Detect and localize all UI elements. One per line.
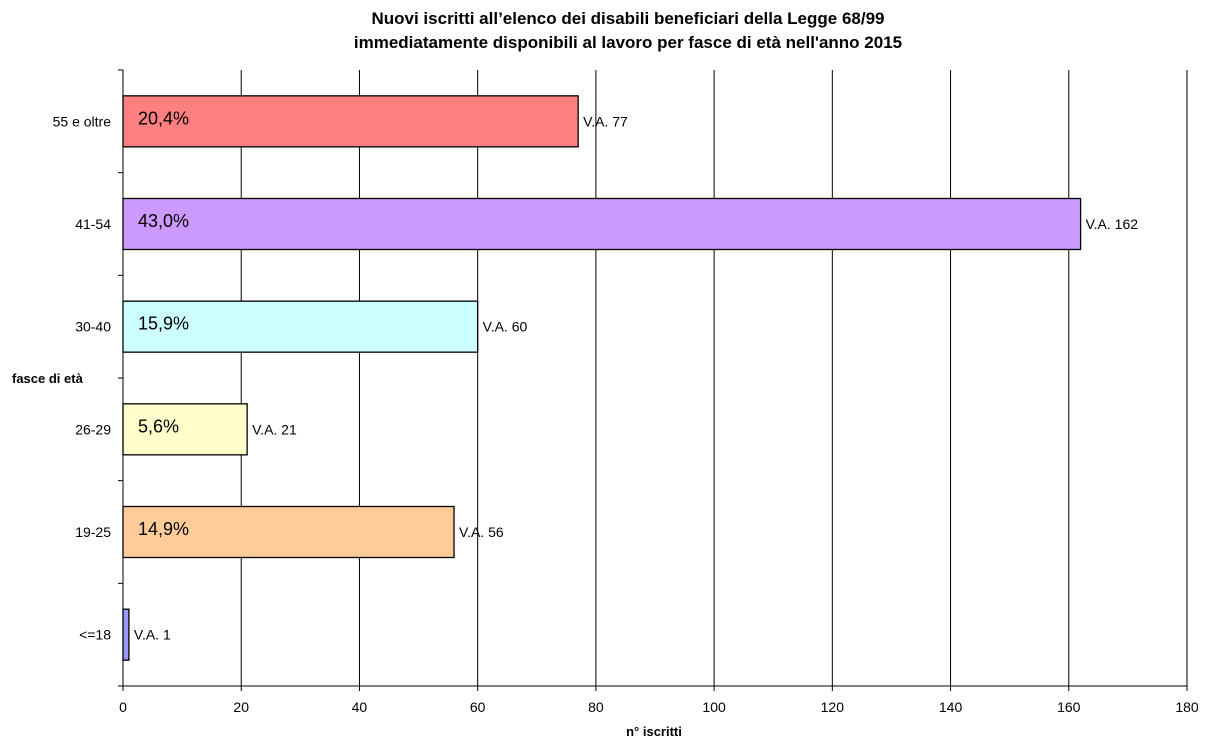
percent-label: 20,4% — [138, 108, 189, 128]
percent-label: 43,0% — [138, 211, 189, 231]
bar — [122, 300, 479, 353]
value-label: V.A. 21 — [252, 421, 297, 437]
y-category-labels: 55 e oltre 41-54 30-40 26-29 19-25 <=18 — [53, 113, 112, 642]
x-tick-label: 140 — [939, 699, 963, 715]
bar — [122, 608, 130, 661]
y-category-label: 19-25 — [75, 524, 111, 540]
bar — [122, 197, 1082, 251]
bars: 20,4% V.A. 77 43,0% V.A. 162 15,9% V.A. 60 5,6… — [122, 95, 1139, 661]
value-label: V.A. 60 — [483, 319, 528, 335]
chart-subtitle: immediatamente disponibili al lavoro per… — [354, 33, 902, 52]
y-category-label: 55 e oltre — [53, 113, 112, 129]
x-tick-label: 180 — [1175, 699, 1199, 715]
y-category-label: 41-54 — [75, 216, 111, 232]
value-label: V.A. 1 — [134, 627, 171, 643]
value-label: V.A. 162 — [1086, 216, 1139, 232]
x-tick-label: 80 — [588, 699, 604, 715]
percent-label: 5,6% — [138, 416, 179, 436]
x-tick-label: 100 — [702, 699, 726, 715]
y-category-label: <=18 — [79, 627, 111, 643]
gridlines — [240, 70, 1188, 686]
x-tick-label: 40 — [352, 699, 368, 715]
x-tick-label: 120 — [821, 699, 845, 715]
percent-label: 15,9% — [138, 314, 189, 334]
bar — [122, 505, 455, 559]
chart-title: Nuovi iscritti all’elenco dei disabili b… — [371, 9, 884, 28]
x-tick-labels: 0 20 40 60 80 100 120 140 160 180 — [119, 699, 1199, 715]
y-category-label: 26-29 — [75, 421, 111, 437]
x-tick-label: 0 — [119, 699, 127, 715]
bar — [122, 95, 579, 148]
x-axis-label: n° iscritti — [626, 724, 682, 739]
percent-label: 14,9% — [138, 519, 189, 539]
value-label: V.A. 77 — [583, 113, 628, 129]
x-tick-label: 20 — [233, 699, 249, 715]
y-axis-label: fasce di età — [12, 371, 84, 386]
y-category-label: 30-40 — [75, 319, 111, 335]
x-tick-label: 60 — [470, 699, 486, 715]
x-tick-label: 160 — [1057, 699, 1081, 715]
value-label: V.A. 56 — [459, 524, 504, 540]
axes — [118, 69, 1188, 691]
